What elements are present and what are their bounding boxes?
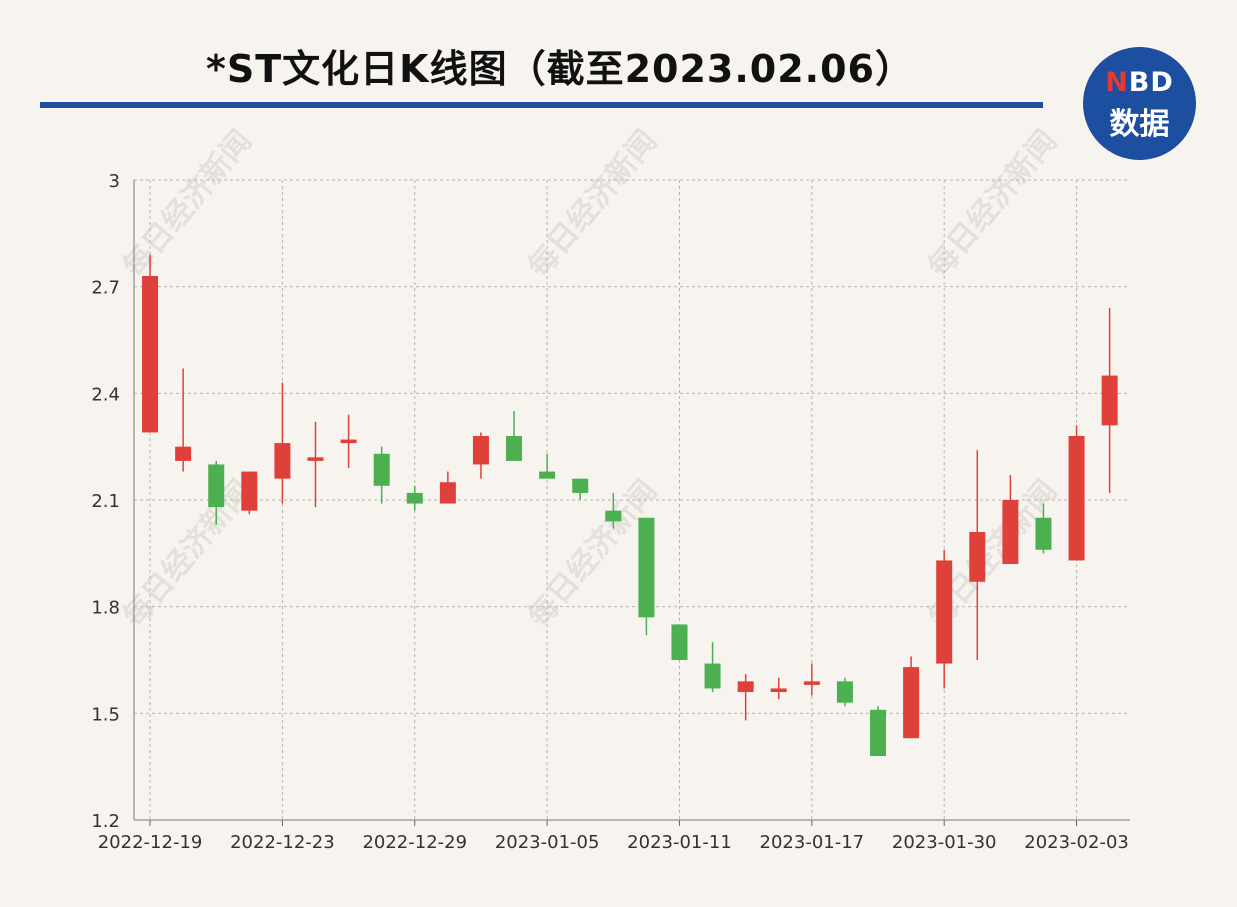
candle: [1035, 503, 1052, 554]
watermark-text: 每日经济新闻: [116, 124, 259, 284]
candle: [406, 485, 423, 511]
candle-body: [175, 446, 192, 461]
candle-body: [605, 510, 622, 522]
x-tick-label: 2022-12-23: [230, 832, 335, 853]
candle: [208, 460, 225, 525]
candle: [737, 674, 754, 721]
candle-body: [704, 663, 721, 689]
logo-letters: NBD: [1083, 67, 1196, 98]
candle: [539, 453, 556, 479]
chart-title: *ST文化日K线图（截至2023.02.06）: [205, 47, 914, 91]
candle: [969, 450, 986, 660]
candle: [506, 411, 523, 461]
logo-subtitle: 数据: [1109, 107, 1170, 142]
x-tick-label: 2022-12-29: [362, 832, 467, 853]
candle: [472, 432, 489, 479]
candle: [936, 549, 953, 689]
y-tick-label: 1.8: [91, 598, 120, 619]
candle-body: [439, 482, 456, 504]
watermark-text: 每日经济新闻: [116, 474, 259, 634]
candle-body: [506, 436, 523, 461]
candle: [836, 677, 853, 707]
candle-body: [274, 443, 291, 479]
candle: [803, 663, 820, 696]
candle: [439, 471, 456, 504]
candle-body: [241, 471, 258, 511]
x-axis-labels: 2022-12-19 2022-12-23 2022-12-29 2023-01-05…: [98, 832, 1129, 853]
candle-body: [142, 276, 159, 433]
candle-body: [1002, 500, 1019, 564]
candle-body: [903, 667, 920, 739]
candle: [340, 414, 357, 468]
candle-body: [936, 560, 953, 664]
x-tick-label: 2023-01-17: [760, 832, 865, 853]
candle: [704, 642, 721, 692]
candle-body: [803, 681, 820, 685]
candle: [373, 446, 390, 504]
candle-body: [340, 439, 357, 444]
x-tick-label: 2022-12-19: [98, 832, 203, 853]
y-tick-label: 2.1: [91, 491, 120, 512]
candle: [572, 478, 589, 500]
x-tick-label: 2023-01-05: [495, 832, 600, 853]
candle-body: [638, 517, 655, 618]
candle-body: [572, 478, 589, 493]
candle: [638, 517, 655, 636]
y-tick-label: 3: [109, 171, 120, 192]
logo-letters-rest: BD: [1128, 67, 1174, 98]
y-tick-label: 1.2: [91, 811, 120, 832]
candle: [274, 382, 291, 504]
candle: [241, 471, 258, 515]
candle-body: [671, 624, 688, 660]
x-tick-label: 2023-01-11: [627, 832, 732, 853]
y-tick-label: 2.4: [91, 384, 120, 405]
candle-body: [406, 492, 423, 504]
candle: [307, 421, 324, 508]
y-tick-label: 2.7: [91, 278, 120, 299]
candle: [770, 677, 787, 700]
candle-body: [1068, 436, 1085, 561]
candle-body: [208, 464, 225, 508]
candle: [605, 492, 622, 529]
title-underline: [40, 102, 1043, 108]
candle-body: [1035, 517, 1052, 550]
x-tick-label: 2023-01-30: [892, 832, 997, 853]
candle-body: [307, 457, 324, 461]
axes: [133, 180, 1130, 821]
candle: [903, 656, 920, 739]
candle: [671, 624, 688, 660]
candle: [142, 254, 159, 433]
watermark-text: 每日经济新闻: [521, 124, 664, 284]
candle-body: [870, 709, 887, 756]
candle-body: [539, 471, 556, 479]
candle-body: [836, 681, 853, 703]
candle: [1002, 475, 1019, 564]
candle: [870, 706, 887, 756]
y-axis-labels: 1.2 1.5 1.8 2.1 2.4 2.7 3: [91, 171, 120, 832]
logo-accent-letter: N: [1105, 67, 1129, 98]
candles: [142, 254, 1118, 756]
x-tick-label: 2023-02-03: [1024, 832, 1129, 853]
watermark-text: 每日经济新闻: [921, 124, 1064, 284]
candle: [175, 368, 192, 472]
y-tick-label: 1.5: [91, 704, 120, 725]
candle: [1101, 308, 1118, 493]
candle: [1068, 425, 1085, 561]
candle-body: [1101, 375, 1118, 426]
candle-body: [737, 681, 754, 692]
candle-body: [472, 436, 489, 465]
nbd-data-logo: NBD 数据: [1083, 47, 1196, 160]
candle-body: [969, 532, 986, 582]
candle-body: [770, 688, 787, 692]
candle-body: [373, 453, 390, 486]
